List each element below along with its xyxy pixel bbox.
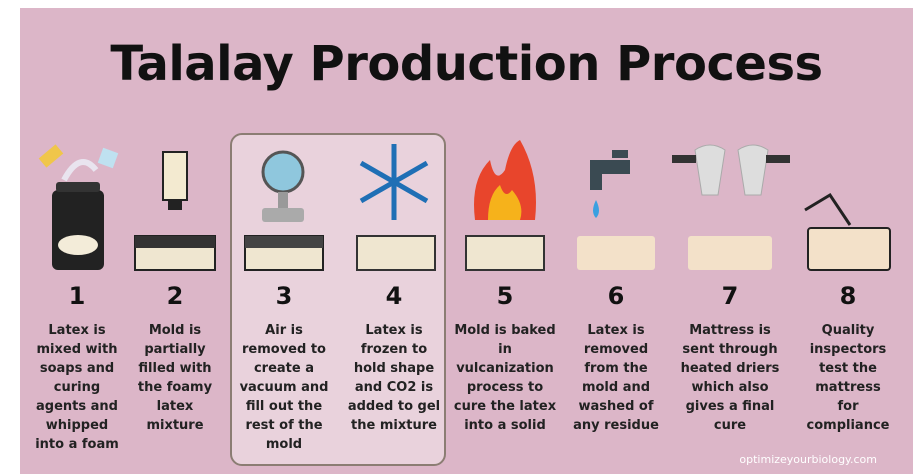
step-text: filled with: [113, 361, 237, 376]
step-text: heated driers: [668, 361, 792, 376]
icon-driers: [672, 145, 790, 270]
step-text: Latex is: [332, 323, 456, 338]
step-text: the foamy: [113, 380, 237, 395]
step-number: 3: [224, 282, 344, 310]
step-text: mold and: [554, 380, 678, 395]
icon-gauge: [245, 152, 323, 270]
step-text: sent through: [668, 342, 792, 357]
step-text: hold shape: [332, 361, 456, 376]
step-text: inspectors: [786, 342, 910, 357]
step-number: 2: [115, 282, 235, 310]
icon-inspect: [805, 195, 890, 270]
step-text: vulcanization: [443, 361, 567, 376]
step-text: vacuum and: [222, 380, 346, 395]
step-text: fill out the: [222, 399, 346, 414]
step-text: Mattress is: [668, 323, 792, 338]
step-text: compliance: [786, 418, 910, 433]
step-text: into a foam: [15, 437, 139, 452]
icon-jar: [39, 144, 119, 270]
step-text: from the: [554, 361, 678, 376]
step-text: gives a final: [668, 399, 792, 414]
icon-mold: [135, 152, 215, 270]
step-text: any residue: [554, 418, 678, 433]
step-text: removed to: [222, 342, 346, 357]
step-text: partially: [113, 342, 237, 357]
icon-faucet: [577, 150, 655, 270]
step-text: process to: [443, 380, 567, 395]
infographic: Talalay Production Process: [0, 0, 913, 474]
step-text: mattress: [786, 380, 910, 395]
step-text: Quality: [786, 323, 910, 338]
icon-fire: [466, 140, 544, 270]
step-text: the mixture: [332, 418, 456, 433]
step-text: latex: [113, 399, 237, 414]
step-number: 7: [670, 282, 790, 310]
step-text: frozen to: [332, 342, 456, 357]
step-text: washed of: [554, 399, 678, 414]
step-number: 5: [445, 282, 565, 310]
step-text: Mold is: [113, 323, 237, 338]
step-text: cure: [668, 418, 792, 433]
step-number: 4: [334, 282, 454, 310]
step-text: mixture: [113, 418, 237, 433]
step-text: Latex is: [554, 323, 678, 338]
icon-snowflake: [357, 144, 435, 270]
step-text: added to gel: [332, 399, 456, 414]
step-text: mold: [222, 437, 346, 452]
step-text: cure the latex: [443, 399, 567, 414]
step-number: 6: [556, 282, 676, 310]
step-text: removed: [554, 342, 678, 357]
step-number: 8: [788, 282, 908, 310]
footer: optimizeyourbiology.com: [739, 453, 877, 466]
step-text: in: [443, 342, 567, 357]
step-text: rest of the: [222, 418, 346, 433]
step-text: for: [786, 399, 910, 414]
step-text: and CO2 is: [332, 380, 456, 395]
step-text: which also: [668, 380, 792, 395]
step-text: create a: [222, 361, 346, 376]
step-text: Mold is baked: [443, 323, 567, 338]
step-text: test the: [786, 361, 910, 376]
step-text: into a solid: [443, 418, 567, 433]
step-text: Air is: [222, 323, 346, 338]
